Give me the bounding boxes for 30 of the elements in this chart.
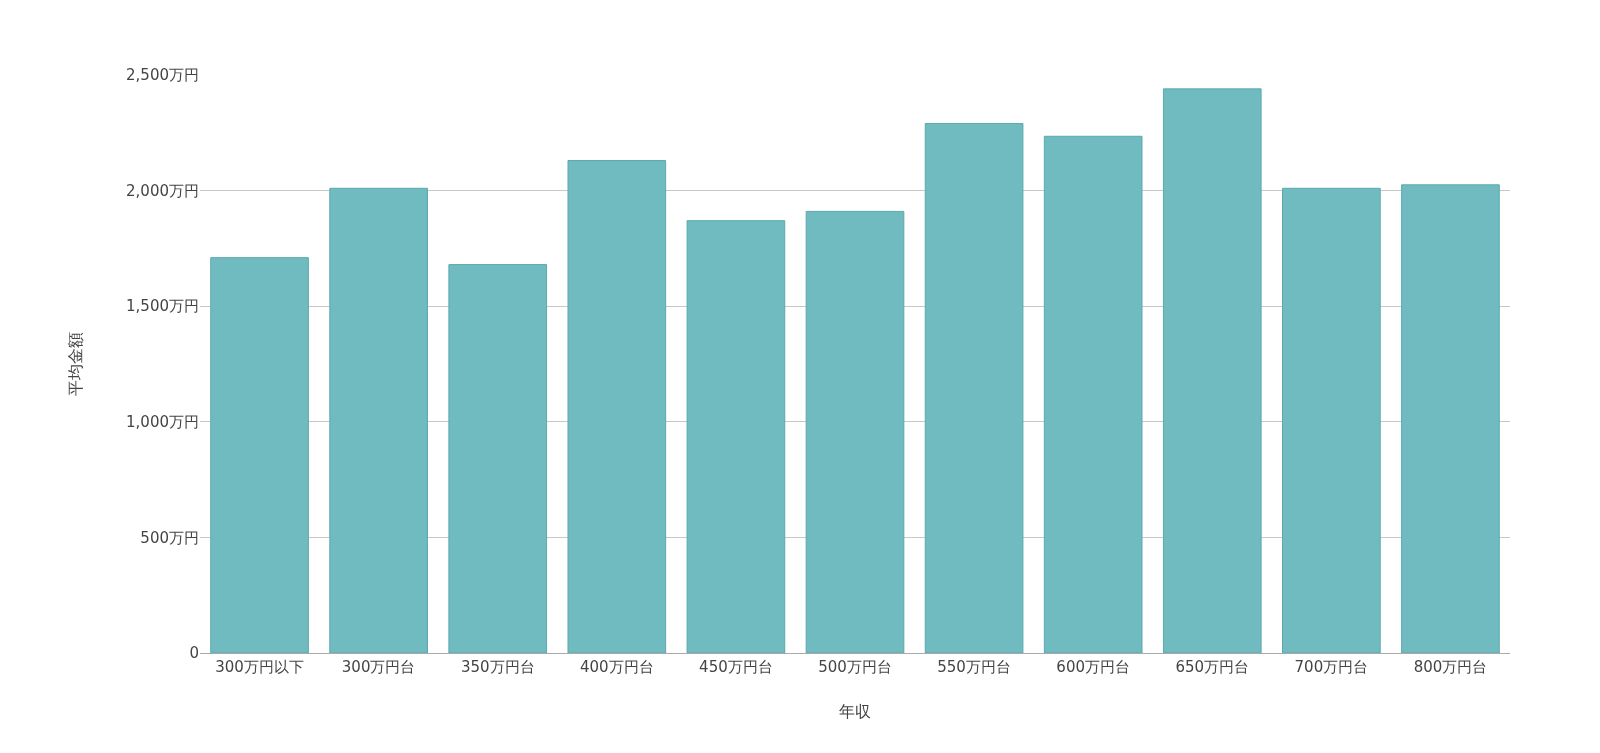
bar [1043, 135, 1143, 653]
bar [686, 220, 786, 653]
x-tick-label: 800万円台 [1413, 658, 1488, 676]
x-axis-title: 年収 [839, 701, 871, 721]
bar [1401, 184, 1500, 653]
x-tick-label: 450万円台 [699, 658, 773, 676]
x-tick-label: 600万円台 [1056, 658, 1130, 676]
x-tick-label: 650万円台 [1175, 658, 1250, 676]
bar [329, 187, 428, 653]
bar [1282, 187, 1381, 653]
y-tick-label: 0 [189, 644, 199, 663]
y-tick-label: 1,000万円 [126, 413, 199, 432]
x-tick-label: 700万円台 [1294, 658, 1369, 676]
bar [924, 123, 1024, 653]
bar [567, 160, 667, 653]
y-tick-label: 2,000万円 [126, 181, 199, 200]
y-tick-label: 2,500万円 [126, 66, 199, 85]
bar [448, 264, 548, 653]
x-tick-label: 350万円台 [460, 658, 535, 676]
x-tick-label: 300万円台 [341, 658, 416, 676]
x-tick-label: 300万円以下 [215, 658, 304, 676]
bar [1162, 88, 1262, 653]
x-tick-label: 400万円台 [580, 658, 654, 676]
x-tick-label: 500万円台 [818, 658, 892, 676]
y-tick-label: 500万円 [140, 528, 199, 547]
y-tick-label: 1,500万円 [126, 297, 199, 316]
bar [805, 210, 905, 653]
bar [210, 257, 309, 653]
y-axis-title: 平均金額 [65, 332, 85, 396]
x-tick-label: 550万円台 [937, 658, 1011, 676]
